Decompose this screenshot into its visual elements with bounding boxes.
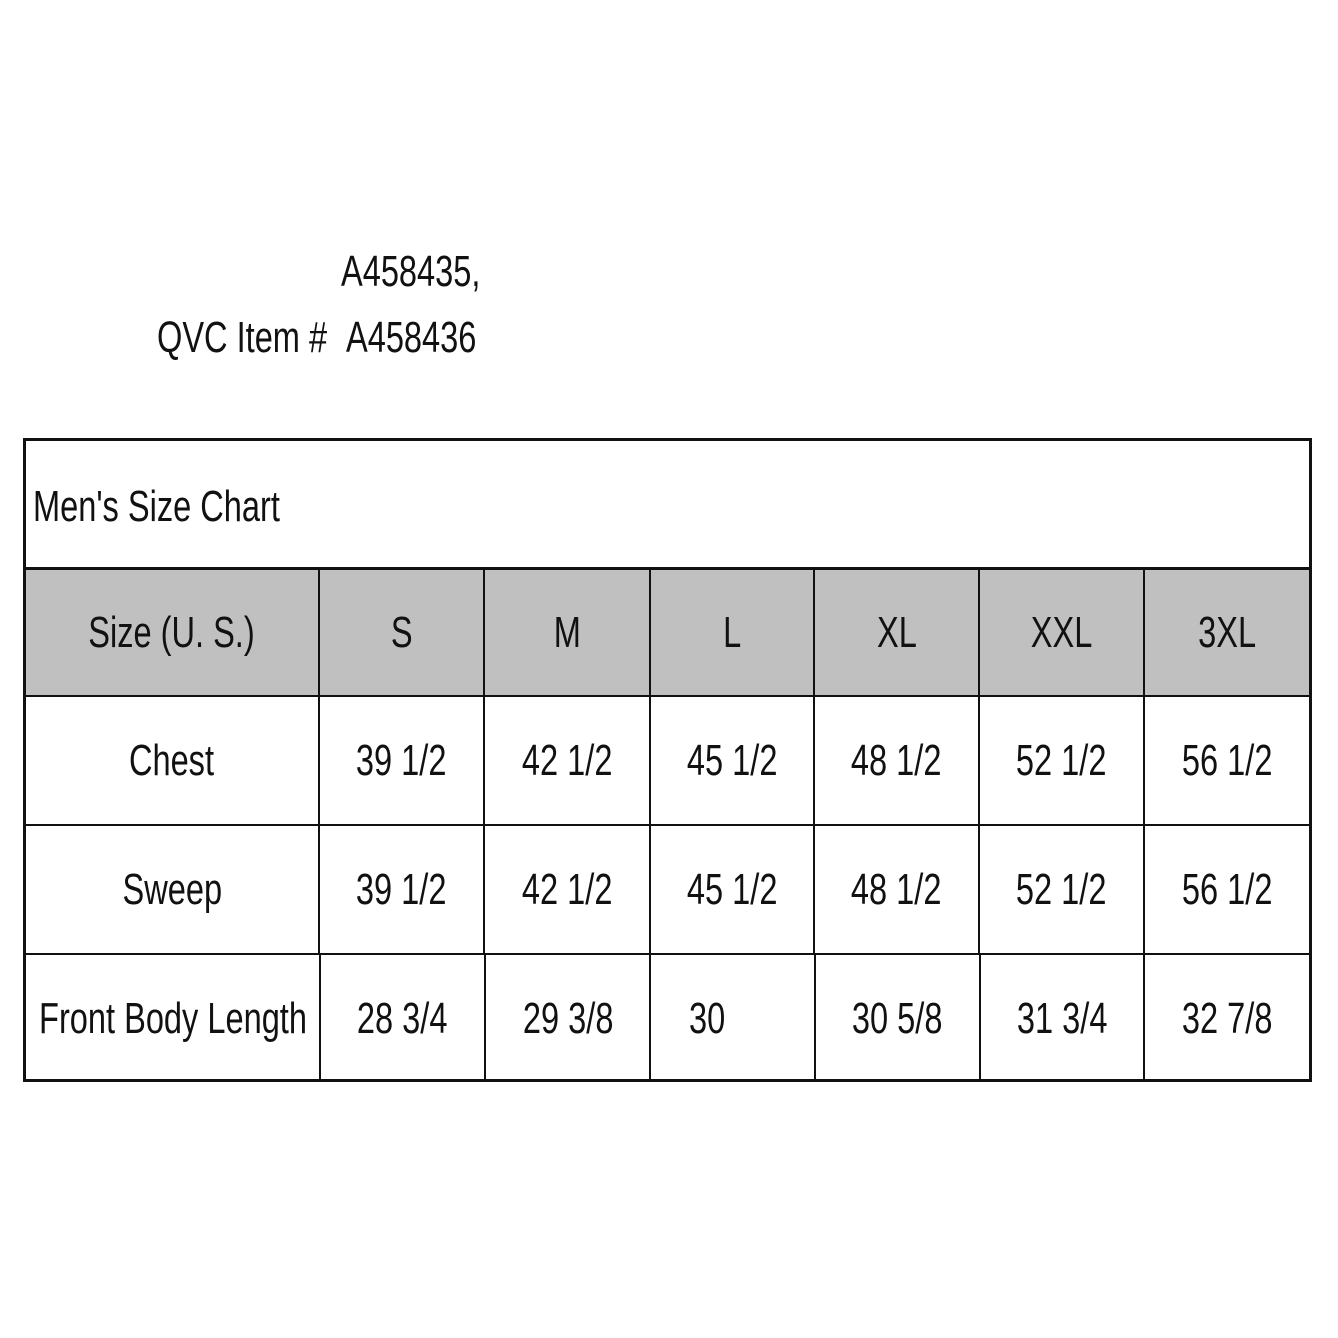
cell-text: Chest bbox=[129, 735, 215, 785]
table-title: Men's Size Chart bbox=[33, 482, 280, 531]
header-row: Size (U. S.) S M L XL XXL 3XL bbox=[26, 568, 1309, 697]
table-cell: 28 3/4 bbox=[321, 955, 487, 1082]
cell-text: 48 1/2 bbox=[851, 735, 942, 785]
header-cell: XXL bbox=[980, 570, 1145, 695]
table-cell: 29 3/8 bbox=[486, 955, 652, 1082]
cell-text: 56 1/2 bbox=[1181, 735, 1273, 785]
header-cell: M bbox=[485, 570, 651, 695]
header-text: S bbox=[390, 607, 413, 657]
table-cell: 42 1/2 bbox=[485, 697, 651, 824]
cell-text: 30 5/8 bbox=[851, 993, 943, 1043]
table-cell: 30 5/8 bbox=[816, 955, 981, 1082]
header-text: L bbox=[722, 607, 741, 657]
cell-text: 48 1/2 bbox=[851, 864, 942, 914]
table-cell: 56 1/2 bbox=[1145, 826, 1309, 953]
item-number-line1: A458435, bbox=[341, 247, 481, 296]
header-text: M bbox=[553, 607, 581, 657]
table-cell: 32 7/8 bbox=[1145, 955, 1309, 1082]
header-cell-label: Size (U. S.) bbox=[26, 570, 320, 695]
cell-text: 39 1/2 bbox=[356, 864, 447, 914]
cell-text: 45 1/2 bbox=[686, 735, 778, 785]
table-cell: 56 1/2 bbox=[1145, 697, 1309, 824]
table-title-row: Men's Size Chart bbox=[26, 441, 1309, 570]
row-label-cell: Sweep bbox=[26, 826, 320, 953]
row-label-cell: Front Body Length bbox=[26, 955, 321, 1082]
cell-text: 31 3/4 bbox=[1016, 993, 1108, 1043]
table-cell: 31 3/4 bbox=[981, 955, 1145, 1082]
cell-text: 52 1/2 bbox=[1016, 864, 1107, 914]
table-cell: 39 1/2 bbox=[320, 697, 486, 824]
header-cell: 3XL bbox=[1145, 570, 1309, 695]
header-text: Size (U. S.) bbox=[88, 607, 256, 657]
header-cell: S bbox=[320, 570, 486, 695]
table-cell: 48 1/2 bbox=[815, 697, 981, 824]
table-cell: 30 bbox=[651, 955, 816, 1082]
table-cell: 39 1/2 bbox=[320, 826, 486, 953]
cell-text: 52 1/2 bbox=[1016, 735, 1107, 785]
cell-text: 32 7/8 bbox=[1181, 993, 1273, 1043]
table-cell: 52 1/2 bbox=[980, 697, 1145, 824]
cell-text: 39 1/2 bbox=[356, 735, 447, 785]
cell-text: 30 bbox=[689, 993, 726, 1043]
cell-text: 28 3/4 bbox=[357, 993, 448, 1043]
row-label-cell: Chest bbox=[26, 697, 320, 824]
table-row: Sweep 39 1/2 42 1/2 45 1/2 48 1/2 52 1/2 56 1/… bbox=[26, 826, 1309, 955]
cell-text: 56 1/2 bbox=[1181, 864, 1273, 914]
header-text: XL bbox=[876, 607, 917, 657]
table-row: Chest 39 1/2 42 1/2 45 1/2 48 1/2 52 1/2 56 1/… bbox=[26, 697, 1309, 826]
cell-text: 42 1/2 bbox=[521, 864, 613, 914]
table-cell: 45 1/2 bbox=[651, 697, 815, 824]
item-number-line2: A458436 bbox=[346, 313, 477, 362]
cell-text: 42 1/2 bbox=[521, 735, 613, 785]
header-cell: L bbox=[651, 570, 815, 695]
table-row: Front Body Length 28 3/4 29 3/8 30 30 5/8 31 … bbox=[26, 955, 1309, 1082]
cell-text: 29 3/8 bbox=[522, 993, 613, 1043]
cell-text: 45 1/2 bbox=[686, 864, 778, 914]
cell-text: Sweep bbox=[122, 864, 222, 914]
header-text: 3XL bbox=[1197, 607, 1256, 657]
header-cell: XL bbox=[815, 570, 981, 695]
table-cell: 45 1/2 bbox=[651, 826, 815, 953]
table-cell: 48 1/2 bbox=[815, 826, 981, 953]
table-cell: 52 1/2 bbox=[980, 826, 1145, 953]
cell-text: Front Body Length bbox=[38, 993, 307, 1043]
size-chart-table: Men's Size Chart Size (U. S.) S M L XL XXL 3XL… bbox=[23, 438, 1312, 1082]
item-number-label: QVC Item # bbox=[157, 313, 328, 362]
header-text: XXL bbox=[1030, 607, 1093, 657]
table-cell: 42 1/2 bbox=[485, 826, 651, 953]
